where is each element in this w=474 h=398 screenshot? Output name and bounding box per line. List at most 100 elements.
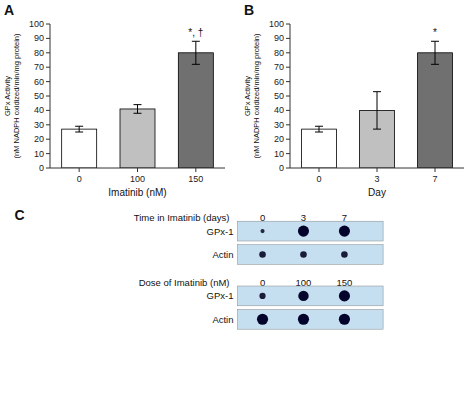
y-tick-label: 60: [34, 77, 44, 87]
error-cap: [431, 41, 439, 42]
blot-band: [298, 291, 308, 301]
y-tick: [46, 38, 50, 39]
error-bar: [373, 92, 381, 129]
blot-header: Time in Imatinib (days): [134, 212, 230, 223]
y-tick: [286, 52, 290, 53]
y-tick-label: 50: [34, 91, 44, 101]
x-tick: [377, 168, 378, 172]
error-cap: [315, 132, 323, 133]
error-cap: [373, 91, 381, 92]
y-tick: [46, 110, 50, 111]
x-tick: [137, 168, 138, 172]
y-tick-label: 100: [269, 19, 284, 29]
y-tick: [46, 67, 50, 68]
y-tick-label: 80: [274, 48, 284, 58]
bars: [302, 41, 453, 168]
y-axis-label: GPx Activity(nM NADPH oxidized/min/mg pr…: [243, 33, 261, 159]
bar-panel: 0102030405060708090100037DayGPx Activity…: [243, 2, 464, 198]
figure: 01020304050607080901000100150Imatinib (n…: [0, 0, 474, 398]
x-tick-label: 7: [432, 174, 437, 184]
x-tick: [195, 168, 196, 172]
blot-band: [339, 314, 350, 325]
error-cap: [373, 129, 381, 130]
y-tick: [286, 38, 290, 39]
y-tick: [46, 52, 50, 53]
y-tick: [286, 96, 290, 97]
bar: [418, 53, 453, 168]
y-tick-label: 80: [34, 48, 44, 58]
blot-band: [300, 251, 307, 258]
panel-label: C: [15, 207, 25, 223]
y-tick-label: 0: [39, 163, 44, 173]
error-bar: [431, 41, 439, 64]
x-tick-label: 3: [374, 174, 379, 184]
blot-row-label: GPx-1: [207, 226, 234, 237]
blot-strip: [238, 309, 384, 329]
y-tick-label: 20: [34, 134, 44, 144]
error-bar: [75, 126, 83, 132]
y-tick-label: 0: [279, 163, 284, 173]
y-tick: [286, 24, 290, 25]
error-bar: [315, 126, 323, 132]
y-tick: [286, 81, 290, 82]
y-axis-label-line: (nM NADPH oxidized/min/mg protein): [252, 33, 261, 159]
bar: [302, 129, 337, 168]
y-tick: [286, 168, 290, 169]
y-tick: [46, 81, 50, 82]
x-tick: [79, 168, 80, 172]
error-stem: [319, 126, 320, 132]
blot-strip: [238, 221, 384, 241]
blot-row-label: Actin: [212, 249, 233, 260]
blot-band: [298, 314, 309, 325]
blot-header: Dose of Imatinib (nM): [139, 277, 230, 288]
blot-band: [260, 229, 264, 233]
error-stem: [137, 105, 138, 114]
y-tick: [46, 96, 50, 97]
bars: [62, 41, 214, 168]
y-tick-label: 70: [34, 62, 44, 72]
error-cap: [134, 104, 142, 105]
blot-strip: [238, 286, 384, 306]
error-cap: [75, 126, 83, 127]
error-cap: [134, 113, 142, 114]
x-tick-label: 0: [77, 174, 82, 184]
y-axis-label-line: (nM NADPH oxidized/min/mg protein): [12, 33, 21, 159]
y-tick-label: 90: [34, 33, 44, 43]
annotation: *, †: [188, 27, 203, 38]
y-tick: [286, 153, 290, 154]
error-bar: [134, 105, 142, 114]
y-tick-label: 10: [34, 149, 44, 159]
x-tick: [319, 168, 320, 172]
y-tick-label: 40: [34, 105, 44, 115]
y-axis-label-line: GPx Activity: [243, 76, 252, 116]
y-tick: [46, 24, 50, 25]
bar: [120, 109, 155, 168]
y-tick: [46, 139, 50, 140]
blot-band: [339, 226, 350, 237]
error-cap: [431, 64, 439, 65]
error-stem: [79, 126, 80, 132]
error-cap: [315, 126, 323, 127]
y-tick: [286, 124, 290, 125]
bar: [178, 53, 213, 168]
y-axis-label: GPx Activity(nM NADPH oxidized/min/mg pr…: [3, 33, 21, 159]
y-axis: [290, 24, 291, 168]
error-cap: [192, 41, 200, 42]
blot-row-label: GPx-1: [207, 290, 234, 301]
x-tick-label: 100: [130, 174, 145, 184]
y-tick-label: 70: [274, 62, 284, 72]
y-tick-label: 50: [274, 91, 284, 101]
blot-panel: CTime in Imatinib (days)037GPx-1Actin: [15, 207, 384, 265]
y-tick-label: 40: [274, 105, 284, 115]
y-tick: [46, 153, 50, 154]
y-tick: [46, 168, 50, 169]
y-tick-label: 30: [274, 120, 284, 130]
y-axis-label-line: GPx Activity: [3, 76, 12, 116]
panel-label: A: [4, 2, 14, 18]
bar: [62, 129, 97, 168]
x-axis-label: Day: [368, 187, 386, 198]
error-cap: [75, 132, 83, 133]
y-tick: [46, 124, 50, 125]
error-stem: [377, 92, 378, 129]
y-tick-label: 10: [274, 149, 284, 159]
